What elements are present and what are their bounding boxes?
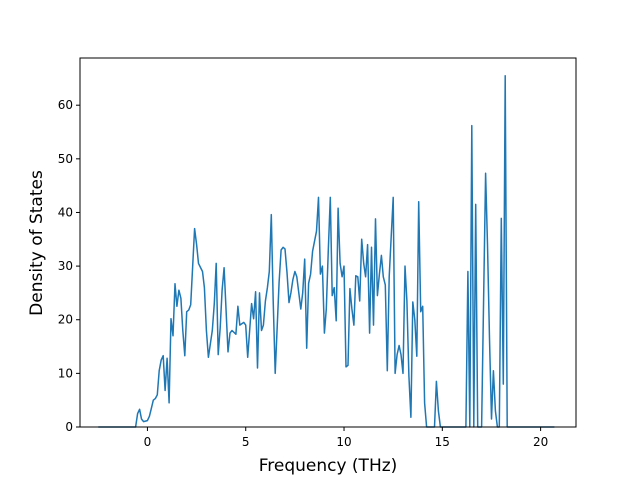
- x-axis-ticks: 0 5 10 15 20: [144, 427, 548, 449]
- y-tick-label: 10: [58, 366, 73, 380]
- axes-frame: [79, 57, 577, 428]
- y-tick-label: 60: [58, 98, 73, 112]
- x-axis-label: Frequency (THz): [259, 456, 398, 476]
- y-tick-label: 30: [58, 259, 73, 273]
- plot-area: [79, 57, 577, 428]
- x-tick-label: 10: [336, 435, 351, 449]
- y-tick-label: 20: [58, 313, 73, 327]
- x-tick-label: 5: [242, 435, 250, 449]
- y-tick-label: 0: [65, 420, 73, 434]
- y-axis-ticks: 0 10 20 30 40 50 60: [58, 98, 80, 434]
- x-tick-label: 20: [533, 435, 548, 449]
- y-axis-label: Density of States: [27, 170, 47, 316]
- y-tick-label: 50: [58, 152, 73, 166]
- x-tick-label: 0: [144, 435, 152, 449]
- x-tick-label: 15: [435, 435, 450, 449]
- y-tick-label: 40: [58, 205, 73, 219]
